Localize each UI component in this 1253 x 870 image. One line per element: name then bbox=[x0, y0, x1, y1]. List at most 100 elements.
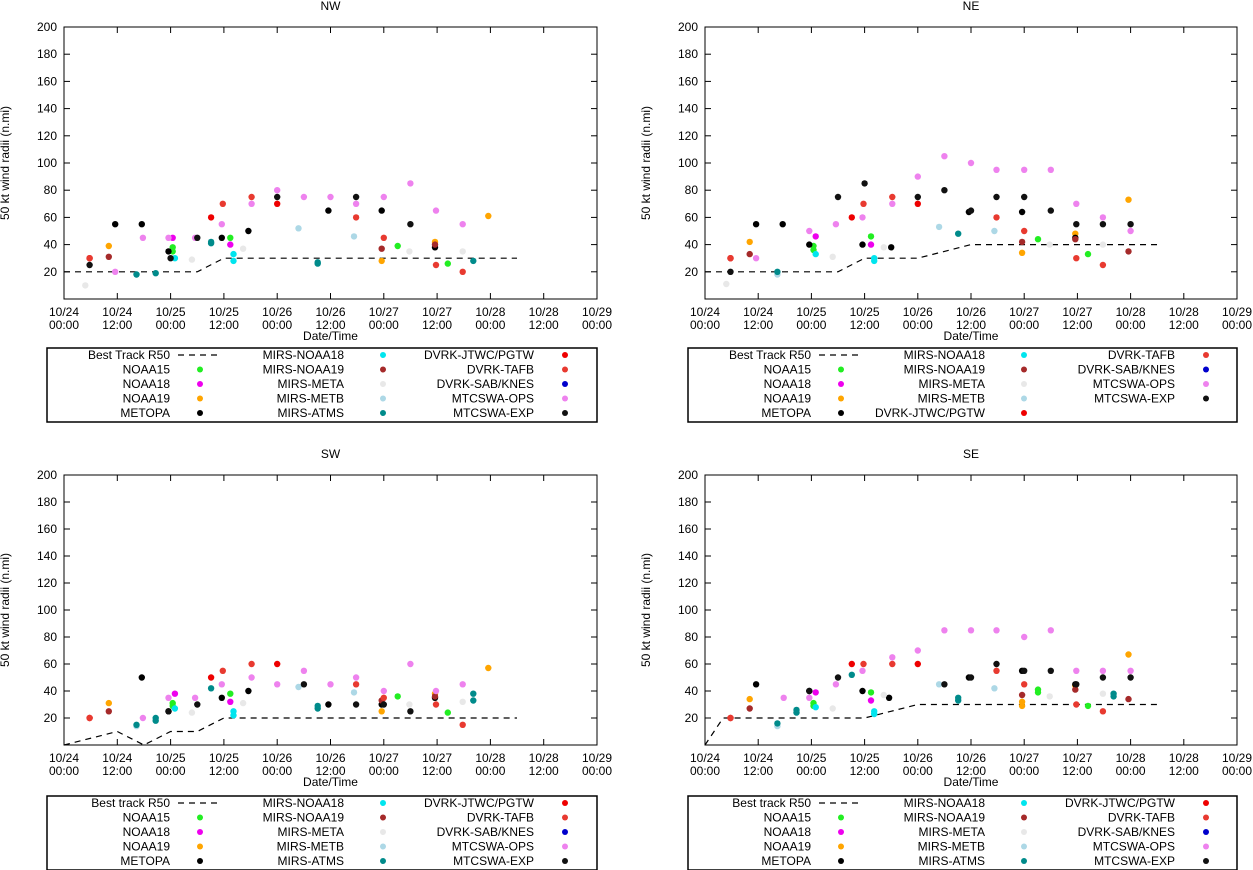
x-tick-label: 00:00 bbox=[582, 318, 612, 332]
point-mtcswa-ops bbox=[1073, 200, 1080, 207]
point-mtcswa-ops bbox=[967, 159, 975, 167]
point-mtcswa-exp bbox=[274, 193, 281, 201]
x-tick-label: 10/24 bbox=[743, 305, 773, 319]
point-noaa15 bbox=[394, 242, 401, 250]
x-tick-label: 10/26 bbox=[903, 305, 933, 319]
y-tick-label: 160 bbox=[678, 522, 698, 536]
legend-marker bbox=[1203, 829, 1209, 835]
legend-marker bbox=[1021, 366, 1027, 373]
legend-label: MIRS-META bbox=[919, 825, 985, 839]
legend-box bbox=[687, 347, 1238, 423]
x-tick-label: 00:00 bbox=[1009, 318, 1039, 332]
y-tick-label: 20 bbox=[685, 265, 699, 279]
point-mtcswa-ops bbox=[112, 268, 119, 275]
x-tick-label: 00:00 bbox=[1116, 318, 1146, 332]
point-noaa15 bbox=[444, 709, 451, 716]
x-tick-label: 00:00 bbox=[903, 318, 933, 332]
x-tick-label: 00:00 bbox=[796, 318, 826, 332]
point-mirs-atms bbox=[955, 230, 962, 237]
x-tick-label: 00:00 bbox=[49, 318, 79, 332]
point-noaa15 bbox=[1034, 689, 1042, 696]
point-mirs-meta bbox=[829, 705, 836, 712]
point-dvrk-tafb bbox=[352, 214, 360, 221]
point-noaa19 bbox=[378, 257, 385, 265]
legend-marker bbox=[562, 352, 568, 358]
point-noaa19 bbox=[105, 242, 113, 250]
legend-label: DVRK-TAFB bbox=[467, 363, 534, 377]
point-mtcswa-exp bbox=[861, 180, 868, 187]
x-tick-label: 10/28 bbox=[1169, 305, 1199, 319]
point-noaa19 bbox=[1125, 196, 1132, 203]
point-mirs-meta bbox=[459, 698, 466, 705]
legend-marker bbox=[197, 814, 203, 821]
x-tick-label: 10/25 bbox=[209, 751, 239, 765]
legend-label: NOAA19 bbox=[764, 392, 812, 406]
point-noaa18 bbox=[227, 241, 234, 248]
point-mtcswa-ops bbox=[218, 681, 225, 688]
y-tick-label: 140 bbox=[678, 549, 698, 563]
point-mtcswa-exp bbox=[380, 701, 387, 708]
legend-label: MIRS-ATMS bbox=[278, 854, 344, 868]
legend-marker bbox=[1203, 352, 1209, 358]
point-mtcswa-exp bbox=[1099, 221, 1107, 228]
best-track-line bbox=[64, 257, 517, 273]
legend-marker bbox=[562, 395, 568, 402]
x-tick-label: 12:00 bbox=[850, 764, 880, 778]
point-mtcswa-ops bbox=[274, 187, 281, 194]
point-mtcswa-ops bbox=[1073, 667, 1080, 674]
legend-marker bbox=[1021, 410, 1027, 416]
point-dvrk-tafb bbox=[432, 261, 440, 269]
x-tick-label: 00:00 bbox=[1222, 318, 1252, 332]
point-metopa bbox=[885, 694, 893, 701]
point-noaa15 bbox=[444, 260, 451, 267]
x-tick-label: 12:00 bbox=[743, 764, 773, 778]
point-mirs-atms bbox=[207, 238, 215, 246]
legend-label: NOAA18 bbox=[764, 825, 812, 839]
x-tick-label: 00:00 bbox=[1222, 764, 1252, 778]
y-tick-label: 80 bbox=[44, 183, 58, 197]
x-tick-label: 10/28 bbox=[529, 751, 559, 765]
y-axis-label: 50 kt wind radii (n.mi) bbox=[639, 106, 653, 220]
point-mirs-noaa18 bbox=[812, 704, 819, 711]
legend-marker bbox=[197, 395, 203, 402]
x-tick-label: 12:00 bbox=[102, 764, 132, 778]
point-metopa bbox=[779, 221, 786, 228]
y-tick-label: 100 bbox=[37, 156, 57, 170]
x-tick-label: 12:00 bbox=[529, 318, 559, 332]
x-tick-label: 10/27 bbox=[422, 751, 452, 765]
legend-marker bbox=[197, 843, 203, 850]
point-mirs-noaa18 bbox=[230, 257, 237, 265]
x-tick-label: 10/25 bbox=[850, 751, 880, 765]
point-dvrk-tafb bbox=[219, 667, 226, 674]
y-axis-label: 50 kt wind radii (n.mi) bbox=[0, 553, 12, 667]
x-tick-label: 12:00 bbox=[102, 318, 132, 332]
point-mtcswa-ops bbox=[274, 681, 281, 688]
y-tick-label: 60 bbox=[44, 657, 58, 671]
point-mtcswa-ops bbox=[407, 660, 414, 668]
x-tick-label: 00:00 bbox=[1116, 764, 1146, 778]
point-noaa19 bbox=[378, 708, 385, 715]
point-mtcswa-ops bbox=[914, 173, 921, 180]
point-metopa bbox=[245, 227, 252, 235]
point-mtcswa-ops bbox=[1020, 633, 1028, 641]
legend-label: NOAA19 bbox=[123, 392, 171, 406]
x-tick-label: 10/24 bbox=[743, 751, 773, 765]
legend-label: MTCSWA-EXP bbox=[453, 406, 534, 420]
x-tick-label: 00:00 bbox=[796, 764, 826, 778]
point-mirs-noaa19 bbox=[1018, 238, 1026, 246]
point-mirs-meta bbox=[829, 253, 836, 260]
point-noaa18 bbox=[812, 689, 819, 696]
legend-label: DVRK-SAB/KNES bbox=[1078, 363, 1175, 377]
point-mirs-noaa19 bbox=[746, 250, 753, 258]
point-mtcswa-ops bbox=[752, 255, 760, 262]
x-tick-label: 12:00 bbox=[956, 318, 986, 332]
legend-marker bbox=[380, 395, 386, 402]
point-mirs-metb bbox=[935, 681, 943, 688]
point-mtcswa-ops bbox=[248, 674, 255, 681]
point-mtcswa-ops bbox=[327, 681, 334, 688]
point-metopa bbox=[1018, 208, 1026, 216]
point-mirs-noaa18 bbox=[871, 257, 878, 265]
legend-marker bbox=[562, 800, 568, 806]
point-dvrk-jtwc-pgtw bbox=[274, 200, 281, 207]
point-dvrk-jtwc-pgtw bbox=[274, 660, 281, 668]
